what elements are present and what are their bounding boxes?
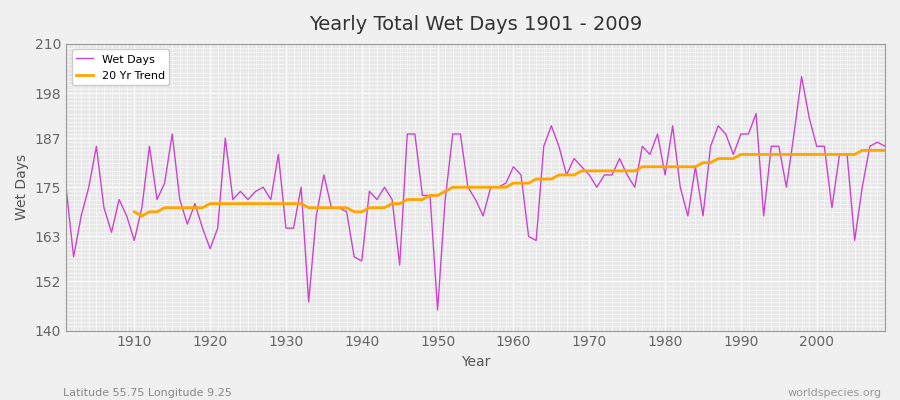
- Wet Days: [288, 226, 299, 230]
- 20 Yr Trend: [129, 210, 140, 214]
- 20 Yr Trend: [281, 201, 292, 206]
- Wet Days: [508, 164, 518, 169]
- Legend: Wet Days, 20 Yr Trend: Wet Days, 20 Yr Trend: [72, 50, 169, 86]
- 20 Yr Trend: [310, 205, 321, 210]
- Wet Days: [122, 214, 132, 218]
- 20 Yr Trend: [523, 181, 534, 186]
- Wet Days: [334, 205, 345, 210]
- X-axis label: Year: Year: [461, 355, 491, 369]
- Wet Days: [879, 144, 890, 149]
- Text: Latitude 55.75 Longitude 9.25: Latitude 55.75 Longitude 9.25: [63, 388, 232, 398]
- Title: Yearly Total Wet Days 1901 - 2009: Yearly Total Wet Days 1901 - 2009: [309, 15, 642, 34]
- 20 Yr Trend: [850, 152, 860, 157]
- 20 Yr Trend: [879, 148, 890, 153]
- 20 Yr Trend: [857, 148, 868, 153]
- 20 Yr Trend: [826, 152, 837, 157]
- Wet Days: [432, 308, 443, 312]
- Wet Days: [607, 172, 617, 177]
- Wet Days: [796, 74, 807, 79]
- Line: Wet Days: Wet Days: [66, 77, 885, 310]
- 20 Yr Trend: [137, 214, 148, 218]
- Line: 20 Yr Trend: 20 Yr Trend: [134, 150, 885, 216]
- Wet Days: [516, 172, 526, 177]
- Text: worldspecies.org: worldspecies.org: [788, 388, 882, 398]
- 20 Yr Trend: [584, 168, 595, 173]
- Wet Days: [60, 185, 71, 190]
- Y-axis label: Wet Days: Wet Days: [15, 154, 29, 220]
